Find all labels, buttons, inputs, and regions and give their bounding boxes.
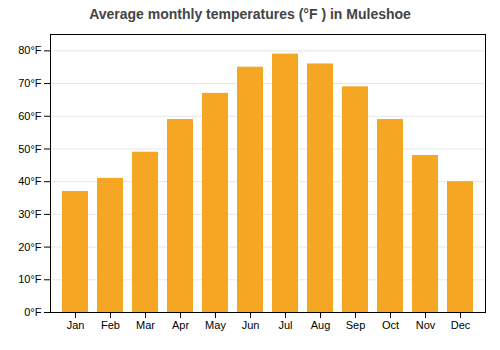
svg-text:Dec: Dec (451, 319, 471, 331)
svg-text:Aug: Aug (311, 319, 331, 331)
svg-text:Oct: Oct (382, 319, 399, 331)
svg-text:Sep: Sep (346, 319, 366, 331)
svg-text:60°F: 60°F (18, 110, 42, 122)
svg-text:Jun: Jun (242, 319, 260, 331)
svg-text:Feb: Feb (101, 319, 120, 331)
svg-text:0°F: 0°F (24, 306, 42, 318)
html-text:Average monthly temperatures (: Average monthly temperatures (°F ) in Mu… (89, 6, 411, 22)
svg-text:80°F: 80°F (18, 44, 42, 56)
svg-text:40°F: 40°F (18, 175, 42, 187)
svg-text:May: May (205, 319, 226, 331)
svg-text:Apr: Apr (172, 319, 189, 331)
svg-text:50°F: 50°F (18, 142, 42, 154)
svg-text:30°F: 30°F (18, 208, 42, 220)
svg-text:Nov: Nov (416, 319, 436, 331)
svg-text:20°F: 20°F (18, 241, 42, 253)
svg-text:70°F: 70°F (18, 77, 42, 89)
svg-text:10°F: 10°F (18, 273, 42, 285)
svg-text:Mar: Mar (136, 319, 155, 331)
svg-text:Jan: Jan (67, 319, 85, 331)
svg-text:Jul: Jul (278, 319, 292, 331)
